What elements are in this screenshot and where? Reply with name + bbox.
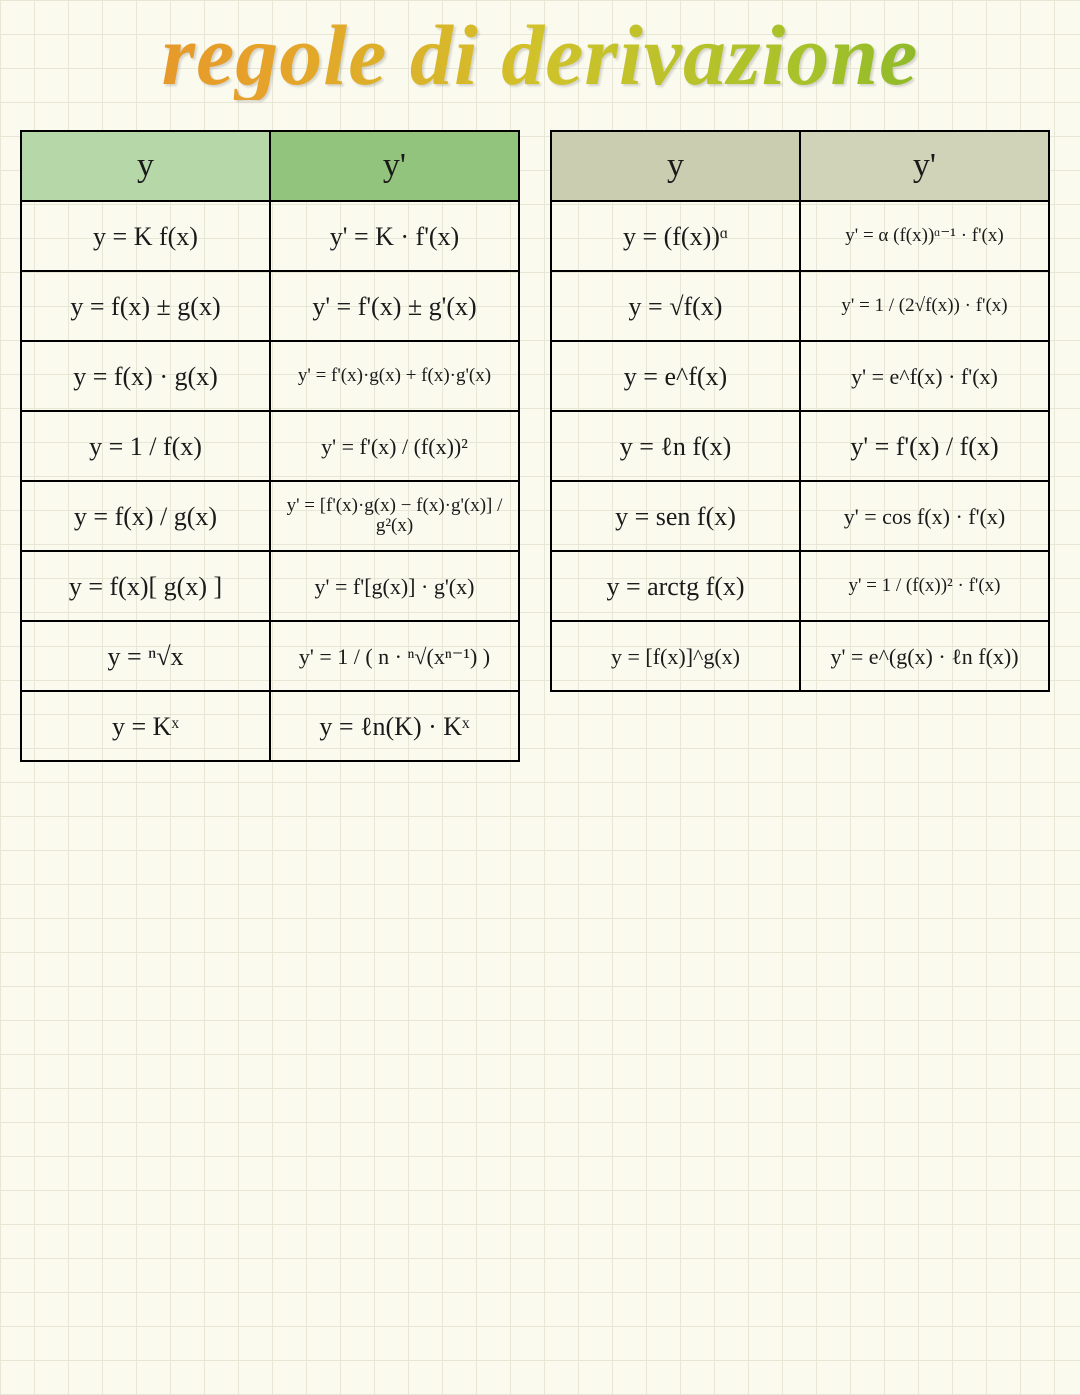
- rule-y: y = f(x)[ g(x) ]: [21, 551, 270, 621]
- rule-yprime: y' = 1 / ( n · ⁿ√(xⁿ⁻¹) ): [270, 621, 519, 691]
- rule-y: y = f(x) / g(x): [21, 481, 270, 551]
- rule-y: y = ⁿ√x: [21, 621, 270, 691]
- rule-y: y = 1 / f(x): [21, 411, 270, 481]
- table-row: y = 1 / f(x) y' = f'(x) / (f(x))²: [21, 411, 519, 481]
- rule-y: y = K f(x): [21, 201, 270, 271]
- rule-yprime: y' = f'[g(x)] · g'(x): [270, 551, 519, 621]
- rule-y: y = √f(x): [551, 271, 800, 341]
- rule-y: y = arctg f(x): [551, 551, 800, 621]
- table-row: y = [f(x)]^g(x) y' = e^(g(x) · ℓn f(x)): [551, 621, 1049, 691]
- table-row: y = f(x) / g(x) y' = [f'(x)·g(x) − f(x)·…: [21, 481, 519, 551]
- rule-y: y = f(x) · g(x): [21, 341, 270, 411]
- table-header-row: y y': [551, 131, 1049, 201]
- rule-y: y = f(x) ± g(x): [21, 271, 270, 341]
- rule-yprime: y' = 1 / (2√f(x)) · f'(x): [800, 271, 1049, 341]
- table-row: y = sen f(x) y' = cos f(x) · f'(x): [551, 481, 1049, 551]
- rule-yprime: y' = f'(x) / (f(x))²: [270, 411, 519, 481]
- col-header-yprime: y': [800, 131, 1049, 201]
- table-row: y = f(x) ± g(x) y' = f'(x) ± g'(x): [21, 271, 519, 341]
- rule-yprime: y' = f'(x)·g(x) + f(x)·g'(x): [270, 341, 519, 411]
- derivative-rules-table-right: y y' y = (f(x))ᵅ y' = α (f(x))ᵅ⁻¹ · f'(x…: [550, 130, 1050, 692]
- rule-yprime: y' = e^f(x) · f'(x): [800, 341, 1049, 411]
- rule-yprime: y' = [f'(x)·g(x) − f(x)·g'(x)] / g²(x): [270, 481, 519, 551]
- rule-y: y = ℓn f(x): [551, 411, 800, 481]
- page-title: regole di derivazione: [0, 0, 1080, 100]
- rule-yprime: y' = α (f(x))ᵅ⁻¹ · f'(x): [800, 201, 1049, 271]
- table-row: y = (f(x))ᵅ y' = α (f(x))ᵅ⁻¹ · f'(x): [551, 201, 1049, 271]
- rule-yprime: y' = f'(x) ± g'(x): [270, 271, 519, 341]
- derivative-rules-table-left: y y' y = K f(x) y' = K · f'(x) y = f(x) …: [20, 130, 520, 762]
- rule-yprime: y' = 1 / (f(x))² · f'(x): [800, 551, 1049, 621]
- rule-yprime: y' = cos f(x) · f'(x): [800, 481, 1049, 551]
- table-row: y = f(x)[ g(x) ] y' = f'[g(x)] · g'(x): [21, 551, 519, 621]
- rule-y: y = sen f(x): [551, 481, 800, 551]
- table-row: y = √f(x) y' = 1 / (2√f(x)) · f'(x): [551, 271, 1049, 341]
- col-header-y: y: [21, 131, 270, 201]
- rule-yprime: y = ℓn(K) · Kˣ: [270, 691, 519, 761]
- table-row: y = ⁿ√x y' = 1 / ( n · ⁿ√(xⁿ⁻¹) ): [21, 621, 519, 691]
- table-row: y = f(x) · g(x) y' = f'(x)·g(x) + f(x)·g…: [21, 341, 519, 411]
- rule-yprime: y' = e^(g(x) · ℓn f(x)): [800, 621, 1049, 691]
- col-header-yprime: y': [270, 131, 519, 201]
- col-header-y: y: [551, 131, 800, 201]
- rule-yprime: y' = K · f'(x): [270, 201, 519, 271]
- rule-y: y = e^f(x): [551, 341, 800, 411]
- rule-yprime: y' = f'(x) / f(x): [800, 411, 1049, 481]
- table-header-row: y y': [21, 131, 519, 201]
- table-row: y = arctg f(x) y' = 1 / (f(x))² · f'(x): [551, 551, 1049, 621]
- table-row: y = K f(x) y' = K · f'(x): [21, 201, 519, 271]
- table-row: y = ℓn f(x) y' = f'(x) / f(x): [551, 411, 1049, 481]
- table-row: y = Kˣ y = ℓn(K) · Kˣ: [21, 691, 519, 761]
- rule-y: y = [f(x)]^g(x): [551, 621, 800, 691]
- tables-container: y y' y = K f(x) y' = K · f'(x) y = f(x) …: [0, 100, 1080, 762]
- rule-y: y = (f(x))ᵅ: [551, 201, 800, 271]
- rule-y: y = Kˣ: [21, 691, 270, 761]
- table-row: y = e^f(x) y' = e^f(x) · f'(x): [551, 341, 1049, 411]
